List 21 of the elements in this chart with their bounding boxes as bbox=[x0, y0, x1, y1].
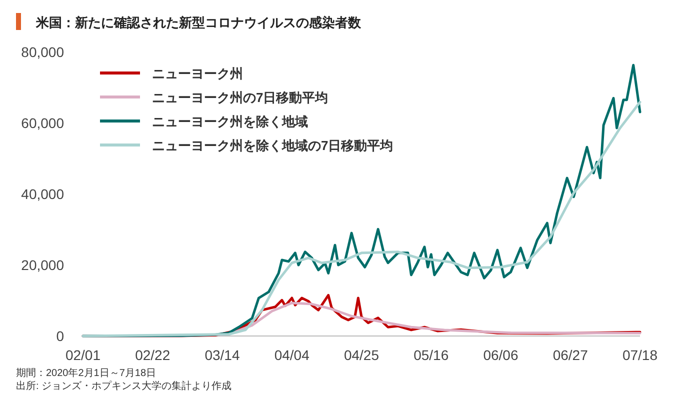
y-tick-label: 60,000 bbox=[21, 115, 64, 131]
y-tick-label: 40,000 bbox=[21, 186, 64, 202]
x-tick-label: 02/01 bbox=[65, 347, 101, 363]
x-tick-label: 02/22 bbox=[135, 347, 170, 363]
x-tick-label: 06/06 bbox=[483, 347, 518, 363]
x-tick-label: 06/27 bbox=[552, 347, 588, 363]
x-tick-label: 04/25 bbox=[344, 347, 380, 363]
text: 期間：2020年2月1日～7月18日 bbox=[16, 367, 156, 379]
x-tick-label: 03/14 bbox=[204, 347, 240, 363]
legend-label: ニューヨーク州を除く地域 bbox=[152, 114, 308, 129]
x-tick-label: 05/16 bbox=[414, 347, 449, 363]
legend-label: ニューヨーク州の7日移動平均 bbox=[152, 90, 328, 105]
legend-label: ニューヨーク州を除く地域の7日移動平均 bbox=[152, 138, 394, 153]
text: 出所: ジョンズ・ホプキンス大学の集計より作成 bbox=[16, 380, 232, 392]
x-tick-label: 07/18 bbox=[622, 347, 658, 363]
y-tick-label: 80,000 bbox=[21, 44, 64, 60]
y-tick-label: 20,000 bbox=[21, 257, 64, 273]
chart-title: 米国：新たに確認された新型コロナウイルスの感染者数 bbox=[35, 15, 362, 30]
legend-label: ニューヨーク州 bbox=[152, 66, 243, 81]
y-tick-label: 0 bbox=[56, 328, 64, 344]
x-tick-label: 04/04 bbox=[274, 347, 310, 363]
